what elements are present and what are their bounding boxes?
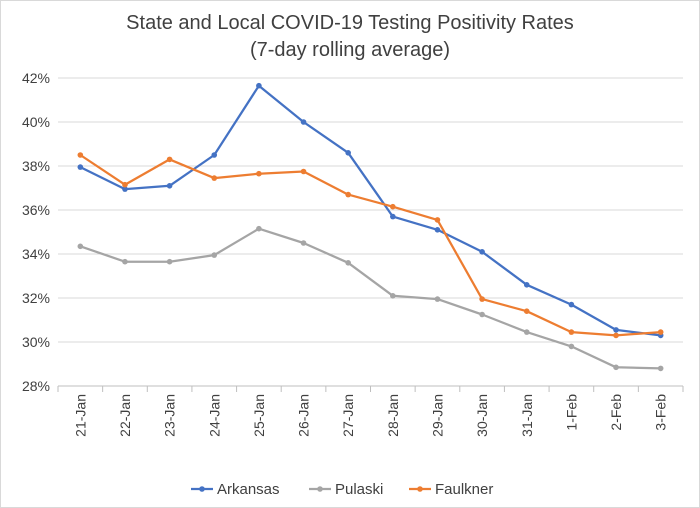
- data-point-pulaski: [166, 258, 173, 265]
- data-point-pulaski: [657, 365, 664, 372]
- data-point-arkansas: [390, 213, 396, 220]
- data-point-pulaski: [434, 296, 441, 302]
- y-tick-label: 42%: [22, 70, 50, 86]
- x-tick-label: 26-Jan: [296, 394, 312, 437]
- data-point-faulkner: [77, 152, 84, 158]
- series-line-pulaski: [79, 227, 662, 370]
- data-point-faulkner: [390, 203, 396, 210]
- data-point-faulkner: [523, 308, 530, 315]
- chart-subtitle: (7-day rolling average): [250, 39, 450, 61]
- x-tick-label: 1-Feb: [563, 394, 579, 431]
- axes: 28% 30% 32% 34% 36% 38% 40% 42% 21-Jan 22-Jan 23-J…: [22, 70, 684, 437]
- y-tick-label: 40%: [22, 114, 50, 130]
- x-tick-label: 23-Jan: [162, 394, 178, 437]
- data-point-faulkner: [300, 168, 307, 175]
- data-point-faulkner: [434, 217, 441, 223]
- data-point-faulkner: [166, 156, 173, 163]
- x-tick-label: 22-Jan: [117, 394, 133, 437]
- data-point-pulaski: [345, 260, 351, 266]
- data-point-pulaski: [479, 311, 485, 318]
- x-tick-label: 27-Jan: [340, 394, 356, 437]
- legend-item-faulkner: Faulkner: [409, 481, 493, 498]
- y-tick-label: 38%: [22, 158, 50, 174]
- data-point-arkansas: [568, 301, 575, 308]
- legend-label-pulaski: Pulaski: [335, 481, 383, 498]
- data-point-pulaski: [568, 343, 575, 350]
- chart-title: State and Local COVID-19 Testing Positiv…: [126, 12, 574, 34]
- data-point-arkansas: [345, 150, 351, 156]
- series-arkansas: [77, 82, 664, 339]
- data-point-arkansas: [166, 183, 173, 189]
- data-point-pulaski: [300, 240, 307, 246]
- data-point-arkansas: [523, 282, 530, 288]
- x-tick-label: 31-Jan: [519, 394, 535, 437]
- data-point-faulkner: [657, 329, 664, 335]
- data-point-faulkner: [256, 170, 262, 177]
- data-point-faulkner: [122, 181, 128, 188]
- data-point-pulaski: [211, 252, 218, 258]
- series-group: [77, 82, 664, 372]
- y-tick-label: 30%: [22, 334, 50, 350]
- y-tick-label: 28%: [22, 378, 50, 394]
- data-point-pulaski: [523, 329, 530, 335]
- legend-item-pulaski: Pulaski: [309, 481, 383, 498]
- data-point-pulaski: [613, 364, 619, 371]
- legend-marker-arkansas: [199, 486, 205, 492]
- data-point-arkansas: [479, 249, 485, 255]
- data-point-pulaski: [77, 243, 84, 250]
- data-point-pulaski: [122, 258, 128, 265]
- legend-label-faulkner: Faulkner: [435, 481, 493, 498]
- data-point-pulaski: [256, 225, 262, 232]
- series-pulaski: [77, 225, 664, 372]
- x-tick-label: 3-Feb: [653, 394, 669, 431]
- y-tick-label: 32%: [22, 290, 50, 306]
- data-point-faulkner: [345, 191, 351, 198]
- series-faulkner: [77, 152, 664, 339]
- data-point-faulkner: [568, 329, 575, 335]
- legend-label-arkansas: Arkansas: [217, 481, 280, 498]
- x-tick-label: 28-Jan: [385, 394, 401, 437]
- x-tick-label: 2-Feb: [608, 394, 624, 431]
- data-point-arkansas: [613, 327, 619, 333]
- data-point-arkansas: [211, 152, 218, 158]
- series-line-faulkner: [79, 153, 662, 337]
- data-point-faulkner: [211, 175, 218, 181]
- y-tick-label: 34%: [22, 246, 50, 262]
- data-point-faulkner: [613, 332, 619, 339]
- legend: Arkansas Pulaski Faulkner: [191, 481, 493, 498]
- data-point-arkansas: [434, 227, 441, 233]
- data-point-pulaski: [390, 293, 396, 299]
- x-tick-label: 25-Jan: [251, 394, 267, 437]
- x-tick-label: 21-Jan: [72, 394, 88, 437]
- x-tick-label: 29-Jan: [429, 394, 445, 437]
- y-tick-label: 36%: [22, 202, 50, 218]
- data-point-arkansas: [77, 164, 84, 170]
- series-line-arkansas: [79, 84, 662, 337]
- legend-item-arkansas: Arkansas: [191, 481, 280, 498]
- data-point-arkansas: [300, 119, 307, 125]
- legend-marker-pulaski: [317, 486, 323, 492]
- x-tick-label: 24-Jan: [206, 394, 222, 437]
- legend-marker-faulkner: [417, 486, 423, 492]
- data-point-arkansas: [256, 82, 262, 89]
- data-point-faulkner: [479, 296, 485, 302]
- gridlines: [58, 77, 683, 343]
- data-point-arkansas: [122, 186, 128, 192]
- x-tick-label: 30-Jan: [474, 394, 490, 437]
